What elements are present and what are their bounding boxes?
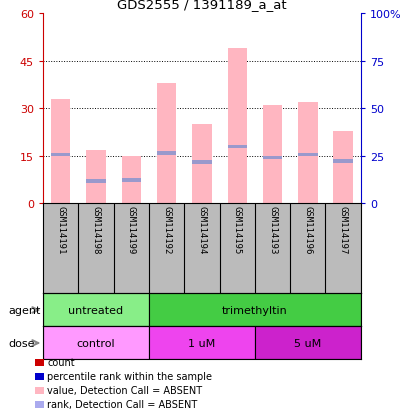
Bar <box>262 156 281 160</box>
Text: GSM114194: GSM114194 <box>197 206 206 254</box>
Bar <box>297 153 317 157</box>
Text: rank, Detection Call = ABSENT: rank, Detection Call = ABSENT <box>47 399 197 409</box>
Bar <box>121 157 141 204</box>
Bar <box>192 125 211 204</box>
Text: count: count <box>47 358 74 368</box>
Title: GDS2555 / 1391189_a_at: GDS2555 / 1391189_a_at <box>117 0 286 10</box>
Bar <box>86 150 106 204</box>
Text: trimethyltin: trimethyltin <box>221 305 287 315</box>
Bar <box>148 327 254 360</box>
Bar <box>157 84 176 204</box>
Text: GSM114195: GSM114195 <box>232 206 241 254</box>
Text: GSM114196: GSM114196 <box>303 206 312 254</box>
Bar <box>227 145 246 149</box>
Text: GSM114199: GSM114199 <box>126 206 135 254</box>
Text: control: control <box>76 338 115 348</box>
Text: GSM114191: GSM114191 <box>56 206 65 254</box>
Bar <box>254 327 360 360</box>
Text: GSM114198: GSM114198 <box>91 206 100 254</box>
Bar <box>121 178 141 182</box>
Bar <box>333 159 352 163</box>
Bar <box>192 161 211 165</box>
Bar <box>43 327 148 360</box>
Bar <box>333 131 352 204</box>
Bar <box>148 294 360 327</box>
Text: untreated: untreated <box>68 305 123 315</box>
Bar <box>43 294 148 327</box>
Text: GSM114193: GSM114193 <box>267 206 276 254</box>
Bar <box>51 153 70 157</box>
Text: 5 uM: 5 uM <box>294 338 321 348</box>
Bar <box>262 106 281 204</box>
Text: GSM114197: GSM114197 <box>338 206 347 254</box>
Text: dose: dose <box>8 338 35 348</box>
Bar <box>157 152 176 155</box>
Bar <box>51 100 70 204</box>
Bar <box>297 103 317 204</box>
Bar <box>86 180 106 184</box>
Text: agent: agent <box>8 305 40 315</box>
Text: 1 uM: 1 uM <box>188 338 215 348</box>
Text: value, Detection Call = ABSENT: value, Detection Call = ABSENT <box>47 385 202 395</box>
Text: GSM114192: GSM114192 <box>162 206 171 254</box>
Bar <box>227 49 246 204</box>
Text: percentile rank within the sample: percentile rank within the sample <box>47 371 211 382</box>
